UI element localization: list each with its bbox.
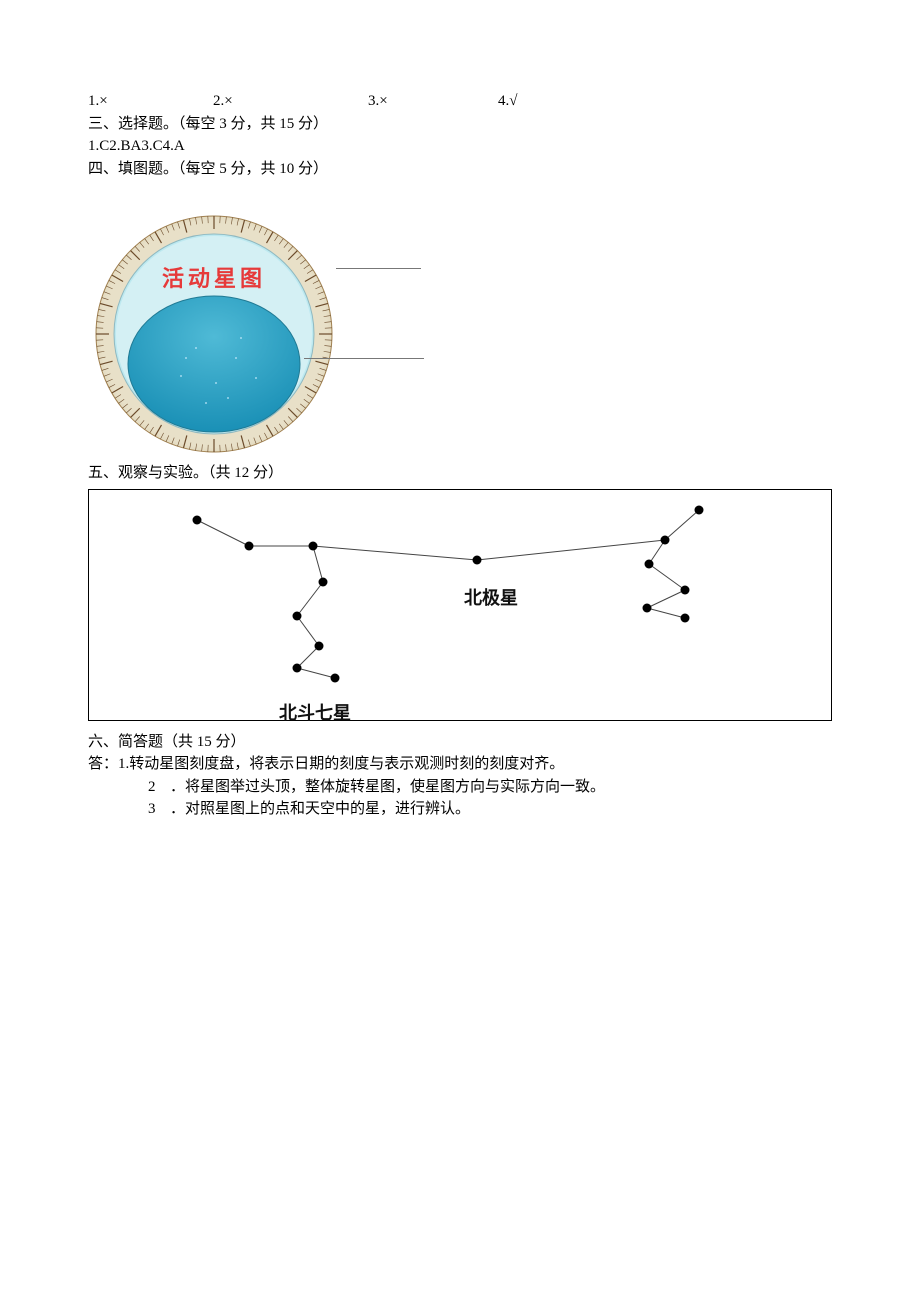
tf-item-4: 4.√ <box>498 90 578 113</box>
constellation-diagram: 北极星 北斗七星 <box>88 489 832 721</box>
section5-title: 五、观察与实验。（共 12 分） <box>88 462 832 485</box>
polaris-label: 北极星 <box>464 585 518 612</box>
planisphere-figure: 活动星图 <box>86 208 346 458</box>
answer-text-1: 1.转动星图刻度盘，将表示日期的刻度与表示观测时刻的刻度对齐。 <box>118 756 564 772</box>
answer-text-3: ．对照星图上的点和天空中的星，进行辨认。 <box>170 801 470 817</box>
section3-title: 三、选择题。（每空 3 分，共 15 分） <box>88 113 832 136</box>
section4-title: 四、填图题。（每空 5 分，共 10 分） <box>88 158 832 181</box>
answer-line-1: 答：1.转动星图刻度盘，将表示日期的刻度与表示观测时刻的刻度对齐。 <box>88 753 832 776</box>
answer-line-2: 2．将星图举过头顶，整体旋转星图，使星图方向与实际方向一致。 <box>88 776 832 799</box>
planisphere-title: 活动星图 <box>162 266 266 291</box>
section6-title: 六、简答题（共 15 分） <box>88 731 832 754</box>
answer-num-3: 3 <box>148 798 170 821</box>
tf-item-3: 3.× <box>368 90 498 113</box>
answer-num-2: 2 <box>148 776 170 799</box>
sky-window <box>128 296 300 432</box>
tf-item-1: 1.× <box>88 90 213 113</box>
callout-line-2 <box>304 358 424 359</box>
bigdipper-label: 北斗七星 <box>279 700 351 727</box>
section3-answers: 1.C2.BA3.C4.A <box>88 135 832 158</box>
answer-text-2: ．将星图举过头顶，整体旋转星图，使星图方向与实际方向一致。 <box>170 779 605 795</box>
tf-item-2: 2.× <box>213 90 368 113</box>
callout-line-1 <box>336 268 421 269</box>
answer-line-3: 3．对照星图上的点和天空中的星，进行辨认。 <box>88 798 832 821</box>
true-false-row: 1.× 2.× 3.× 4.√ <box>88 90 832 113</box>
answer-prefix: 答： <box>88 756 118 772</box>
